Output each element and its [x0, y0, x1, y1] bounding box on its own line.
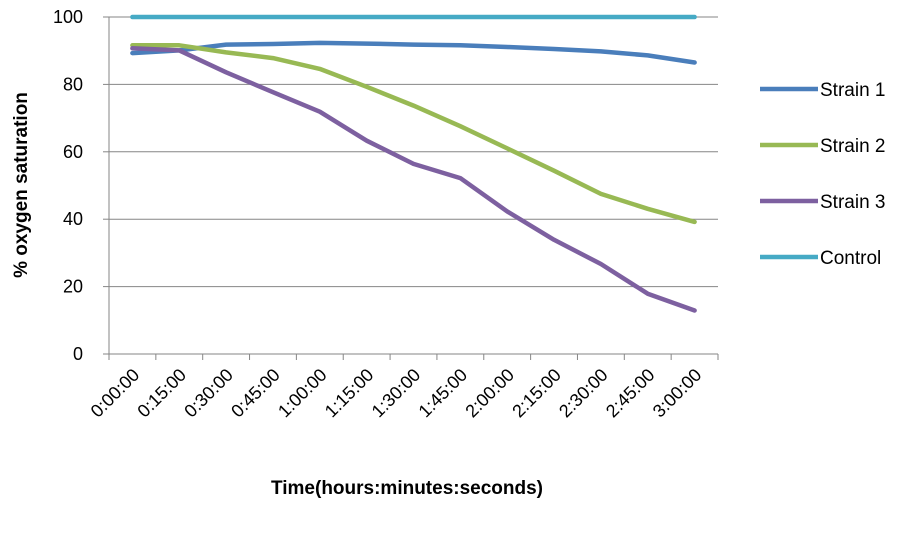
x-tick-label: 0:30:00	[180, 365, 237, 422]
x-tick-labels: 0:00:000:15:000:30:000:45:001:00:001:15:…	[87, 365, 706, 422]
series-lines	[130, 14, 697, 313]
x-tick-label: 2:00:00	[461, 365, 518, 422]
x-tick-label: 1:00:00	[274, 365, 331, 422]
legend-label-strain-3: Strain 3	[820, 192, 885, 213]
legend-label-strain-1: Strain 1	[820, 80, 885, 101]
series-line-strain-1	[130, 40, 697, 65]
x-tick-label: 0:45:00	[227, 365, 284, 422]
x-tick-label: 0:00:00	[87, 365, 144, 422]
series-line-strain-3	[130, 46, 697, 313]
legend-label-control: Control	[820, 248, 881, 269]
y-tick-labels: 0 20 40 60 80 100	[53, 7, 83, 364]
axes	[103, 16, 719, 360]
x-tick-label: 2:15:00	[508, 365, 565, 422]
legend-label-strain-2: Strain 2	[820, 136, 885, 157]
x-tick-label: 2:30:00	[555, 365, 612, 422]
x-tick-label: 1:15:00	[321, 365, 378, 422]
y-tick-label: 20	[63, 277, 83, 297]
y-axis-title: % oxygen saturation	[11, 92, 32, 278]
x-tick-label: 1:45:00	[415, 365, 472, 422]
x-tick-label: 0:15:00	[133, 365, 190, 422]
y-tick-label: 40	[63, 209, 83, 229]
x-tick-label: 3:00:00	[649, 365, 706, 422]
y-tick-label: 100	[53, 7, 83, 27]
y-tick-label: 0	[73, 344, 83, 364]
y-tick-label: 60	[63, 142, 83, 162]
series-line-strain-2	[130, 43, 697, 225]
x-tick-label: 1:30:00	[368, 365, 425, 422]
x-tick-label: 2:45:00	[602, 365, 659, 422]
y-tick-label: 80	[63, 74, 83, 94]
gridlines	[109, 16, 718, 288]
x-axis-title: Time(hours:minutes:seconds)	[271, 478, 543, 499]
legend: Strain 1 Strain 2 Strain 3 Control	[760, 80, 885, 269]
